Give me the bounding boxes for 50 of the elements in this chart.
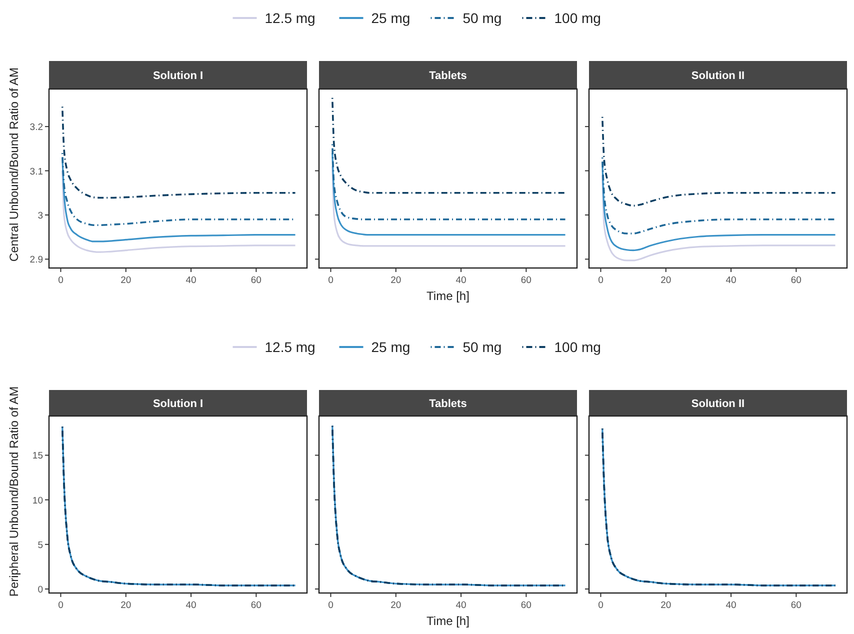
y-tick-label: 5 xyxy=(38,540,43,551)
chart-title: Solution II xyxy=(691,398,745,410)
legend-label: 25 mg xyxy=(371,339,410,355)
y-tick-label: 10 xyxy=(32,495,43,506)
x-axis-title: Time [h] xyxy=(426,289,470,303)
x-tick-label: 60 xyxy=(790,600,802,611)
x-tick-label: 60 xyxy=(250,275,262,286)
legend-label: 25 mg xyxy=(371,10,410,26)
x-tick-label: 60 xyxy=(520,600,532,611)
chart-title: Solution I xyxy=(152,398,204,410)
x-tick-label: 20 xyxy=(390,275,402,286)
x-tick-label: 0 xyxy=(598,275,604,286)
x-tick-label: 20 xyxy=(660,600,672,611)
x-tick-label: 0 xyxy=(598,600,604,611)
x-tick-label: 0 xyxy=(328,600,334,611)
x-tick-label: 0 xyxy=(58,600,64,611)
y-tick-label: 3 xyxy=(38,210,43,222)
x-tick-label: 60 xyxy=(250,600,262,611)
x-tick-label: 60 xyxy=(520,275,532,286)
legend-label: 12.5 mg xyxy=(264,10,316,26)
legend-label: 100 mg xyxy=(554,10,601,26)
chart-title: Tablets xyxy=(429,70,467,82)
x-tick-label: 40 xyxy=(456,275,466,286)
chart-title: Tablets xyxy=(429,398,467,410)
y-axis-title: Central Unbound/Bound Ratio of AM xyxy=(7,67,21,262)
legend-label: 50 mg xyxy=(462,10,502,26)
x-tick-label: 40 xyxy=(456,600,466,611)
y-axis-title: Peripheral Unbound/Bound Ratio of AM xyxy=(7,386,21,597)
x-tick-label: 0 xyxy=(58,275,64,286)
legend-label: 100 mg xyxy=(554,339,601,355)
x-tick-label: 40 xyxy=(726,600,736,611)
y-tick-label: 3.2 xyxy=(30,122,43,134)
x-axis-title: Time [h] xyxy=(426,614,470,628)
x-tick-label: 40 xyxy=(726,275,736,286)
chart-title: Solution II xyxy=(691,70,745,82)
x-tick-label: 20 xyxy=(120,275,132,286)
x-tick-label: 20 xyxy=(390,600,402,611)
legend-label: 50 mg xyxy=(462,339,502,355)
x-tick-label: 40 xyxy=(186,600,196,611)
x-tick-label: 60 xyxy=(790,275,802,286)
chart-title: Solution I xyxy=(152,70,204,82)
y-tick-label: 3.1 xyxy=(30,166,43,178)
legend-label: 12.5 mg xyxy=(264,339,316,355)
x-tick-label: 20 xyxy=(120,600,132,611)
x-tick-label: 40 xyxy=(186,275,196,286)
x-tick-label: 0 xyxy=(328,275,334,286)
y-tick-label: 0 xyxy=(38,584,43,596)
y-tick-label: 15 xyxy=(32,450,43,462)
x-tick-label: 20 xyxy=(660,275,672,286)
y-tick-label: 2.9 xyxy=(30,254,43,266)
